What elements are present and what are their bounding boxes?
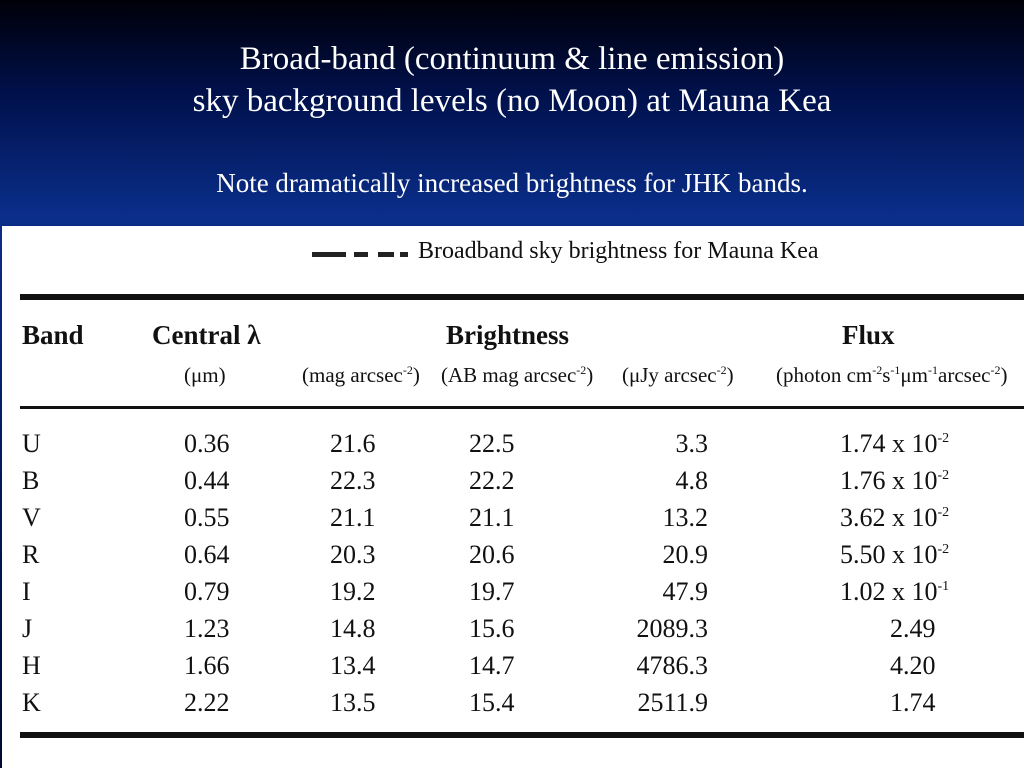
- ujy-flux-cell: 4786.3: [636, 651, 709, 680]
- band-cell: R: [22, 540, 40, 569]
- ujy-flux-cell: 47.9: [662, 577, 709, 606]
- table-row: R 0.64 20.3 20.6 20.9 5.50 x 10-2: [2, 540, 1024, 577]
- photon-flux-cell: 4.20: [890, 651, 936, 680]
- slide-title: Broad-band (continuum & line emission) s…: [0, 38, 1024, 122]
- header-ab-mag-unit: (AB mag arcsec-2): [441, 363, 594, 387]
- central-wavelength-cell: 0.79: [184, 577, 230, 606]
- header-central-lambda: Central λ: [152, 320, 261, 350]
- photon-flux-exponent: -2: [937, 505, 950, 520]
- band-cell: H: [22, 651, 41, 680]
- photon-flux-cell: 1.74: [890, 688, 936, 717]
- ab-mag-cell: 21.1: [469, 503, 515, 532]
- mag-arcsec-cell: 13.5: [330, 688, 376, 717]
- mag-arcsec-cell: 22.3: [330, 466, 376, 495]
- photon-flux-exponent: -2: [937, 468, 950, 483]
- photon-flux-cell: 3.62 x 10-2: [840, 503, 950, 532]
- ab-mag-cell: 15.6: [469, 614, 515, 643]
- band-cell: K: [22, 688, 41, 717]
- photon-flux-exponent: -1: [937, 579, 950, 594]
- header-mag-unit: (mag arcsec-2): [302, 363, 420, 387]
- mag-arcsec-cell: 20.3: [330, 540, 376, 569]
- central-wavelength-cell: 0.64: [184, 540, 230, 569]
- central-wavelength-cell: 0.55: [184, 503, 230, 532]
- cropped-caption-prefix: [308, 243, 412, 258]
- ujy-flux-cell: 4.8: [675, 466, 709, 495]
- table-row: B 0.44 22.3 22.2 4.8 1.76 x 10-2: [2, 466, 1024, 503]
- table-row: J 1.23 14.8 15.6 2089.3 2.49: [2, 614, 1024, 651]
- mag-arcsec-cell: 21.1: [330, 503, 376, 532]
- photon-flux-cell: 2.49: [890, 614, 936, 643]
- slide-note: Note dramatically increased brightness f…: [216, 168, 808, 198]
- ujy-flux-cell: 13.2: [662, 503, 709, 532]
- header-brightness: Brightness: [446, 320, 570, 350]
- table-row: H 1.66 13.4 14.7 4786.3 4.20: [2, 651, 1024, 688]
- ujy-flux-cell: 3.3: [675, 429, 709, 458]
- mag-arcsec-cell: 19.2: [330, 577, 376, 606]
- band-cell: I: [22, 577, 31, 606]
- table-row: U 0.36 21.6 22.5 3.3 1.74 x 10-2: [2, 429, 1024, 466]
- central-wavelength-cell: 1.23: [184, 614, 230, 643]
- central-wavelength-cell: 2.22: [184, 688, 230, 717]
- header-band: Band: [22, 320, 84, 350]
- band-cell: J: [22, 614, 33, 643]
- photon-flux-cell: 1.74 x 10-2: [840, 429, 950, 458]
- header-ujy-unit: (μJy arcsec-2): [622, 363, 734, 387]
- ujy-flux-cell: 20.9: [662, 540, 709, 569]
- ab-mag-cell: 19.7: [469, 577, 515, 606]
- band-cell: U: [22, 429, 41, 458]
- table-top-rule: [20, 294, 1024, 300]
- ab-mag-cell: 22.2: [469, 466, 515, 495]
- mag-arcsec-cell: 14.8: [330, 614, 376, 643]
- table-row: I 0.79 19.2 19.7 47.9 1.02 x 10-1: [2, 577, 1024, 614]
- table-row: K 2.22 13.5 15.4 2511.9 1.74: [2, 688, 1024, 725]
- central-wavelength-cell: 0.44: [184, 466, 230, 495]
- ab-mag-cell: 22.5: [469, 429, 515, 458]
- ab-mag-cell: 15.4: [469, 688, 515, 717]
- ujy-flux-cell: 2511.9: [637, 688, 708, 717]
- header-central-unit: (μm): [184, 363, 226, 387]
- table-caption: Broadband sky brightness for Mauna Kea: [308, 238, 908, 265]
- mag-arcsec-cell: 21.6: [330, 429, 376, 458]
- central-wavelength-cell: 1.66: [184, 651, 230, 680]
- table-caption-text: Broadband sky brightness for Mauna Kea: [418, 238, 819, 264]
- slide-title-line-2: sky background levels (no Moon) at Mauna…: [192, 83, 832, 119]
- table-image-panel: Broadband sky brightness for Mauna Kea B…: [2, 226, 1024, 768]
- ab-mag-cell: 14.7: [469, 651, 515, 680]
- photon-flux-cell: 1.02 x 10-1: [840, 577, 950, 606]
- header-photon-unit: (photon cm-2s-1μm-1arcsec-2): [776, 363, 1008, 387]
- slide-title-line-1: Broad-band (continuum & line emission): [239, 41, 785, 77]
- photon-flux-exponent: -2: [937, 542, 950, 557]
- table-header-rule: [20, 406, 1024, 409]
- photon-flux-cell: 5.50 x 10-2: [840, 540, 950, 569]
- mag-arcsec-cell: 13.4: [330, 651, 376, 680]
- band-cell: B: [22, 466, 40, 495]
- table-bottom-rule: [20, 732, 1024, 738]
- photon-flux-cell: 1.76 x 10-2: [840, 466, 950, 495]
- ujy-flux-cell: 2089.3: [636, 614, 709, 643]
- band-cell: V: [22, 503, 41, 532]
- header-flux: Flux: [842, 320, 895, 350]
- photon-flux-exponent: -2: [937, 431, 950, 446]
- ab-mag-cell: 20.6: [469, 540, 515, 569]
- table-row: V 0.55 21.1 21.1 13.2 3.62 x 10-2: [2, 503, 1024, 540]
- central-wavelength-cell: 0.36: [184, 429, 230, 458]
